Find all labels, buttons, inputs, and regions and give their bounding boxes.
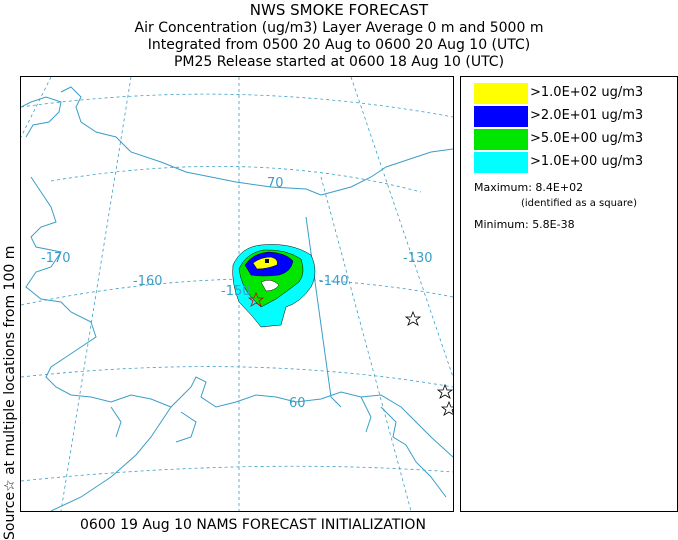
coast-segment: [320, 148, 453, 196]
longitude-label: -140: [319, 274, 349, 289]
legend-swatch-green: [474, 129, 528, 150]
source-star-icon: [404, 310, 422, 326]
source-markers: [247, 291, 265, 307]
coast-segment: [21, 96, 62, 138]
source-markers-dark: [404, 310, 453, 416]
coastline: [21, 86, 453, 511]
legend-swatch-blue: [474, 106, 528, 127]
coast-segment: [60, 86, 322, 196]
release-start: PM25 Release started at 0600 18 Aug 10 (…: [173, 54, 505, 70]
source-star-icon: [436, 383, 453, 399]
alaska-map: -170 -160 -150 -140 -130 70 60: [21, 77, 453, 511]
meridian-line: [21, 77, 52, 138]
coast-segment: [50, 406, 172, 511]
maximum-stat: Maximum: 8.4E+02: [474, 181, 583, 194]
minimum-stat: Minimum: 5.8E-38: [474, 218, 575, 231]
maximum-label: Maximum:: [474, 181, 532, 194]
graticule: [21, 77, 453, 511]
initialization-caption: 0600 19 Aug 10 NAMS FORECAST INITIALIZAT…: [80, 517, 426, 533]
parallel-line: [21, 93, 453, 118]
maximum-square-marker: [265, 259, 269, 263]
legend-label: >5.0E+00 ug/m3: [530, 131, 644, 146]
coast-segment: [25, 176, 453, 458]
source-side-label: Source☆ at multiple locations from 100 m: [2, 245, 18, 540]
integration-period: Integrated from 0500 20 Aug to 0600 20 A…: [147, 37, 531, 53]
longitude-label: -170: [41, 251, 71, 266]
plume-gap: [260, 279, 280, 292]
maximum-note: (identified as a square): [521, 198, 637, 209]
coast-segment: [360, 396, 372, 433]
legend-swatch-cyan: [474, 152, 528, 173]
concentration-subtitle: Air Concentration (ug/m3) Layer Average …: [134, 20, 544, 36]
meridian-line: [350, 77, 453, 378]
coast-segment: [110, 406, 122, 438]
legend-panel: >1.0E+02 ug/m3 >2.0E+01 ug/m3 >5.0E+00 u…: [460, 76, 678, 512]
legend-label: >1.0E+02 ug/m3: [530, 85, 644, 100]
coast-segment: [380, 406, 447, 498]
border-line: [305, 216, 342, 408]
latitude-label: 70: [267, 176, 284, 191]
latitude-label: 60: [289, 396, 306, 411]
longitude-label: -150: [221, 284, 251, 299]
smoke-plume: [232, 244, 316, 328]
parallel-line: [21, 366, 453, 388]
minimum-value: 5.8E-38: [532, 218, 575, 231]
parallel-line: [50, 165, 422, 193]
minimum-label: Minimum:: [474, 218, 529, 231]
meridian-line: [60, 77, 132, 511]
longitude-label: -130: [403, 251, 433, 266]
parallel-line: [21, 465, 453, 482]
map-panel: -170 -160 -150 -140 -130 70 60: [20, 76, 454, 512]
coast-segment: [175, 411, 197, 443]
longitude-label: -160: [133, 274, 163, 289]
forecast-title: NWS SMOKE FORECAST: [249, 1, 429, 19]
legend-label: >1.0E+00 ug/m3: [530, 154, 644, 169]
legend-swatch-yellow: [474, 83, 528, 104]
maximum-value: 8.4E+02: [535, 181, 584, 194]
meridian-line: [320, 176, 412, 511]
legend-label: >2.0E+01 ug/m3: [530, 108, 644, 123]
source-star-icon: [247, 291, 265, 307]
source-star-icon: [440, 400, 453, 416]
